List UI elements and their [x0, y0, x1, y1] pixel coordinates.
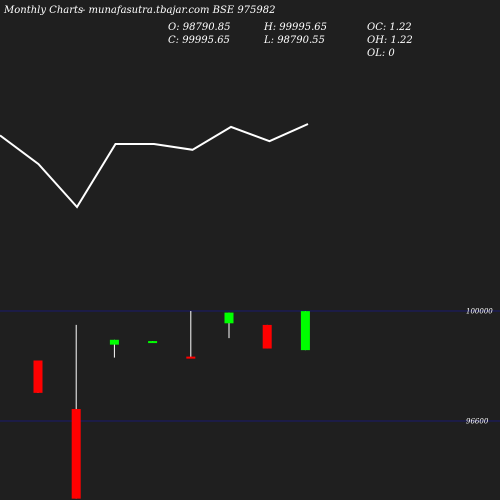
y-tick-label-1: 96600 [466, 418, 489, 426]
candle-body-3 [148, 341, 158, 344]
ohlc-high: H: 99995.65 [264, 22, 327, 33]
y-tick-label-0: 100000 [466, 308, 493, 316]
candle-body-0 [33, 360, 43, 393]
chart-source: - munafasutra.tbajar.com BSE 975982 [82, 5, 276, 16]
ohlc-low: L: 98790.55 [264, 35, 325, 46]
stat-ol: OL: 0 [367, 48, 395, 59]
ohlc-open: O: 98790.85 [168, 22, 231, 33]
candle-body-5 [224, 312, 234, 324]
line-series [0, 123, 309, 209]
candle-body-7 [300, 311, 310, 351]
ohlc-close: C: 99995.65 [168, 35, 230, 46]
candle-body-6 [262, 324, 272, 349]
candle-body-1 [71, 409, 81, 499]
stat-oh: OH: 1.22 [367, 35, 413, 46]
stat-oc: OC: 1.22 [367, 22, 412, 33]
chart-title: Monthly Charts [4, 5, 84, 16]
candle-body-2 [109, 339, 119, 345]
candle-body-4 [186, 356, 196, 359]
